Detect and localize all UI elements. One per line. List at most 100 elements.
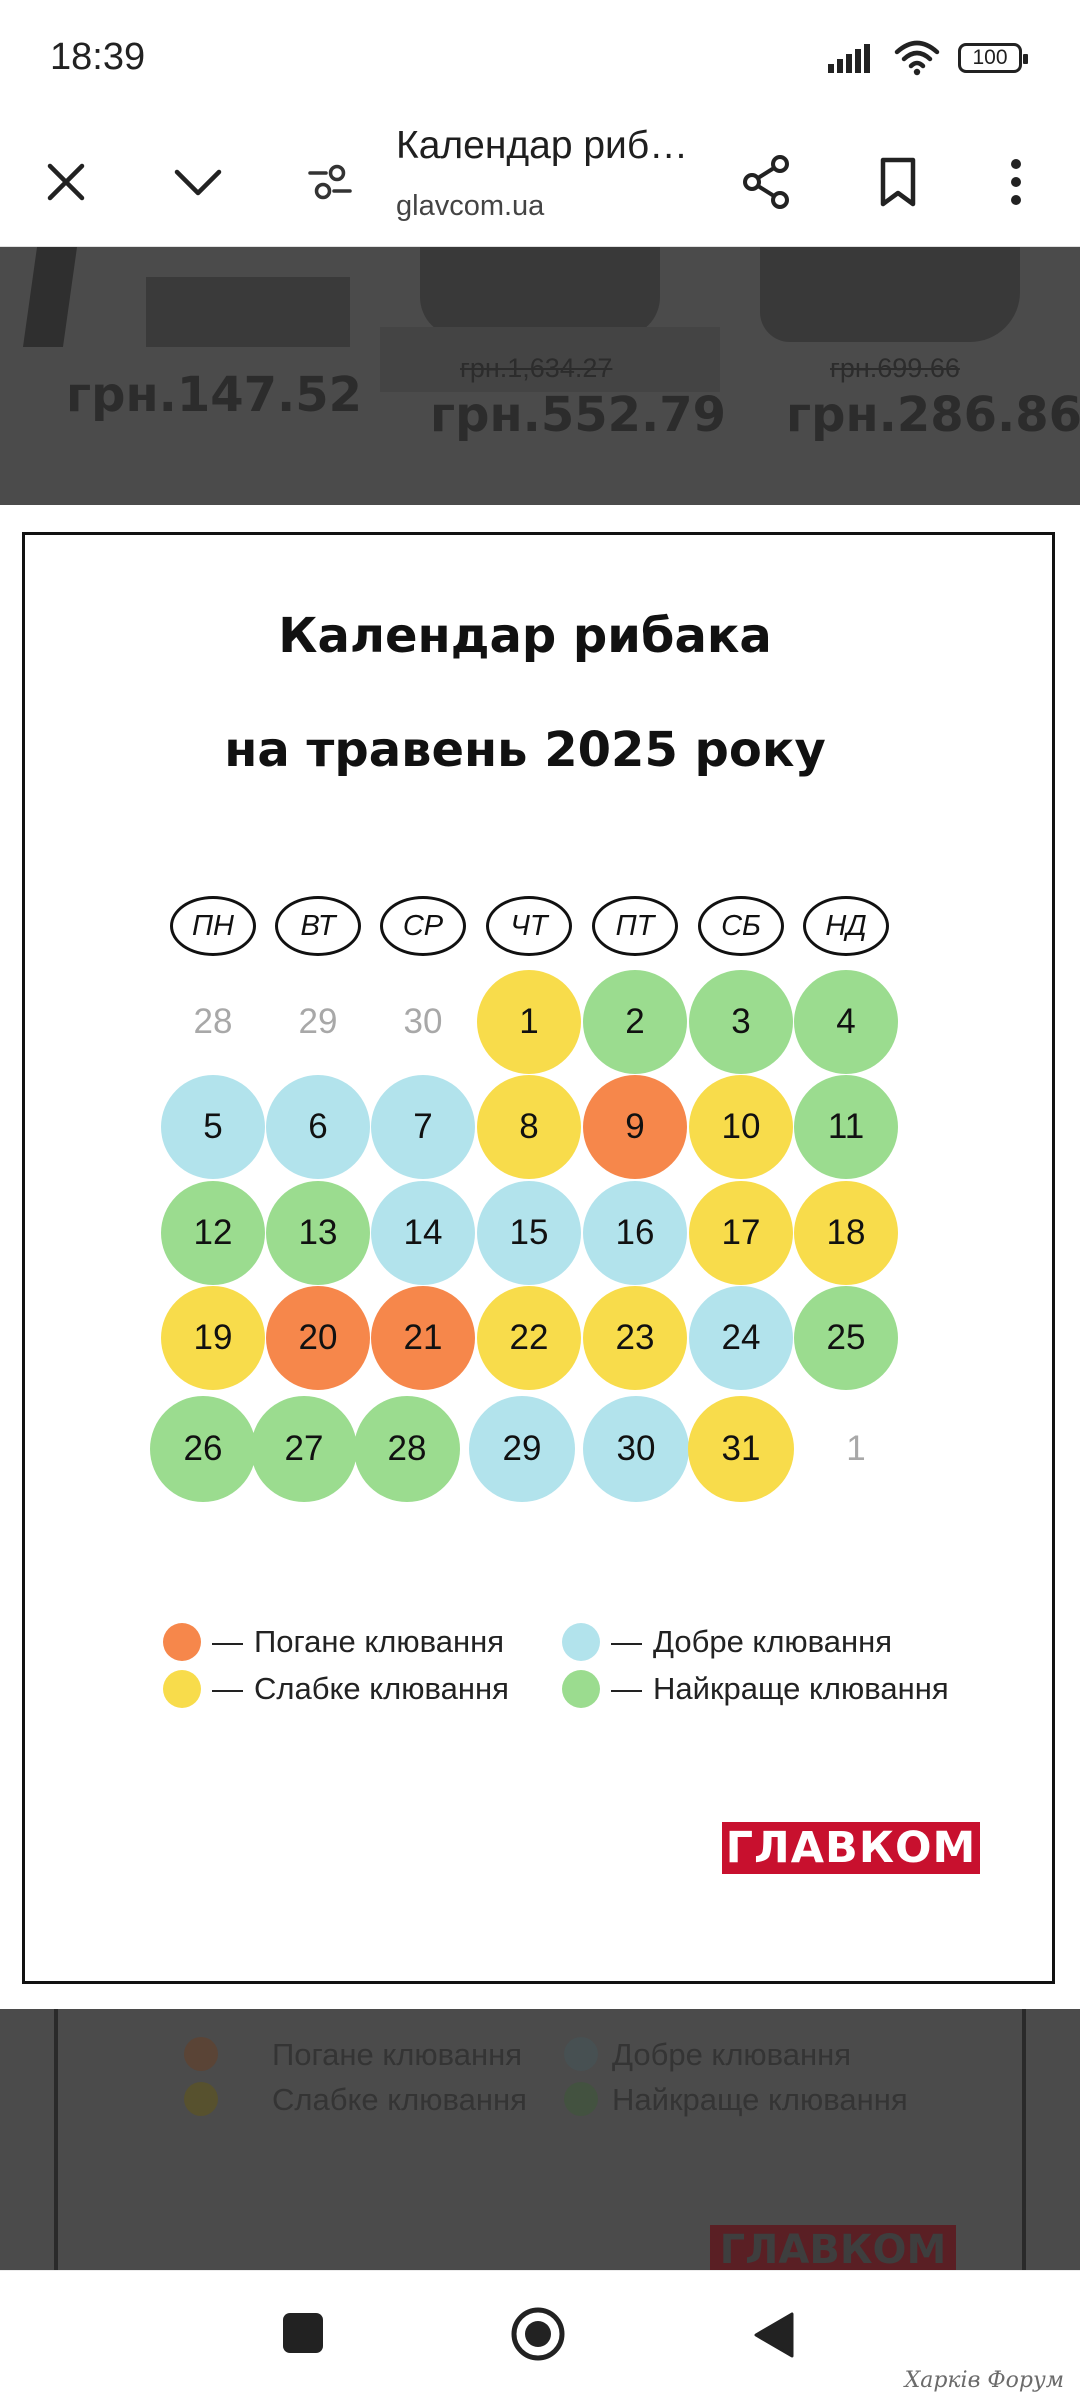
calendar-day: 23 bbox=[583, 1286, 687, 1390]
calendar-day: 6 bbox=[266, 1075, 370, 1179]
weekday-header: ЧТ bbox=[486, 896, 572, 956]
calendar-day: 4 bbox=[794, 970, 898, 1074]
calendar-day: 10 bbox=[689, 1075, 793, 1179]
calendar-day: 14 bbox=[371, 1181, 475, 1285]
weekday-header: СР bbox=[380, 896, 466, 956]
calendar-title: Календар рибака bbox=[278, 608, 772, 664]
calendar-day: 2 bbox=[583, 970, 687, 1074]
legend-dot bbox=[564, 2037, 598, 2071]
calendar-day: 26 bbox=[150, 1396, 256, 1502]
weekday-header: ПН bbox=[170, 896, 256, 956]
page-url: glavcom.ua bbox=[396, 190, 545, 222]
background-frame-edge bbox=[54, 2009, 58, 2270]
calendar-day: 1 bbox=[846, 1429, 866, 1468]
weekday-header: СБ bbox=[698, 896, 784, 956]
calendar-day: 18 bbox=[794, 1181, 898, 1285]
calendar-day: 30 bbox=[403, 1002, 443, 1041]
calendar-day: 21 bbox=[371, 1286, 475, 1390]
calendar-day: 28 bbox=[354, 1396, 460, 1502]
product-image bbox=[22, 247, 78, 347]
status-bar: 18:39 100 bbox=[0, 0, 1080, 120]
price-panel bbox=[380, 327, 720, 392]
close-icon[interactable] bbox=[24, 140, 108, 224]
product-price[interactable]: грн.286.86 bbox=[786, 387, 1080, 443]
watermark: Харків Форум bbox=[904, 2368, 1064, 2393]
product-image bbox=[760, 247, 1020, 342]
calendar-day: 5 bbox=[161, 1075, 265, 1179]
product-image bbox=[420, 247, 660, 337]
product-price[interactable]: грн.552.79 bbox=[430, 387, 727, 443]
browser-toolbar bbox=[0, 120, 1080, 247]
background-legend-text: Добре клювання bbox=[612, 2037, 852, 2072]
legend-dash: — bbox=[611, 1671, 642, 1706]
calendar-day: 8 bbox=[477, 1075, 581, 1179]
legend-dot bbox=[184, 2037, 218, 2071]
calendar-day: 29 bbox=[298, 1002, 338, 1041]
calendar-day: 1 bbox=[477, 970, 581, 1074]
system-nav-bar bbox=[0, 2270, 1080, 2401]
legend-dash: — bbox=[212, 1671, 243, 1706]
wifi-icon bbox=[894, 40, 940, 76]
share-icon[interactable] bbox=[724, 140, 808, 224]
glavcom-logo: ГЛАВКОМ bbox=[722, 1822, 980, 1874]
legend-dash: — bbox=[611, 1624, 642, 1659]
calendar-day: 27 bbox=[251, 1396, 357, 1502]
calendar-day: 9 bbox=[583, 1075, 687, 1179]
legend-dot bbox=[184, 2082, 218, 2116]
signal-icon bbox=[828, 44, 870, 73]
calendar-frame bbox=[22, 532, 1055, 1984]
weekday-header: ПТ bbox=[592, 896, 678, 956]
background-frame-edge bbox=[1022, 2009, 1026, 2270]
product-old-price: грн.1,634.27 bbox=[460, 353, 613, 383]
calendar-day: 3 bbox=[689, 970, 793, 1074]
back-nav-icon[interactable] bbox=[752, 2311, 796, 2359]
tune-icon[interactable] bbox=[288, 140, 372, 224]
calendar-day: 15 bbox=[477, 1181, 581, 1285]
weekday-header: НД bbox=[803, 896, 889, 956]
calendar-day: 29 bbox=[469, 1396, 575, 1502]
calendar-day: 22 bbox=[477, 1286, 581, 1390]
page-title: Календар риб… bbox=[396, 124, 689, 167]
calendar-subtitle: на травень 2025 року bbox=[224, 722, 826, 778]
calendar-image[interactable]: Календар рибака на травень 2025 року ПН В… bbox=[0, 505, 1080, 2009]
legend-dot-weak bbox=[163, 1670, 201, 1708]
calendar-day: 16 bbox=[583, 1181, 687, 1285]
home-nav-icon[interactable] bbox=[510, 2306, 566, 2362]
more-vert-icon[interactable] bbox=[974, 140, 1058, 224]
calendar-day: 30 bbox=[583, 1396, 689, 1502]
background-logo: ГЛАВКОМ bbox=[710, 2225, 956, 2270]
legend-label: Погане клювання bbox=[254, 1624, 504, 1659]
calendar-day: 7 bbox=[371, 1075, 475, 1179]
product-price[interactable]: грн.147.52 bbox=[66, 367, 363, 423]
legend-dot-best bbox=[562, 1670, 600, 1708]
background-legend-text: Слабке клювання bbox=[272, 2082, 527, 2117]
legend-dot-good bbox=[562, 1623, 600, 1661]
legend-dash: — bbox=[212, 1624, 243, 1659]
chevron-down-icon[interactable] bbox=[156, 140, 240, 224]
calendar-day: 31 bbox=[688, 1396, 794, 1502]
calendar-day: 24 bbox=[689, 1286, 793, 1390]
legend-dot-bad bbox=[163, 1623, 201, 1661]
weekday-header: ВТ bbox=[275, 896, 361, 956]
status-time: 18:39 bbox=[50, 36, 146, 78]
background-product-strip: грн.147.52 грн.1,634.27 грн.552.79 грн.6… bbox=[0, 247, 1080, 505]
bookmark-icon[interactable] bbox=[856, 140, 940, 224]
square-nav-icon[interactable] bbox=[283, 2313, 323, 2353]
calendar-day: 19 bbox=[161, 1286, 265, 1390]
status-icons: 100 bbox=[826, 40, 1028, 76]
legend-label: Найкраще клювання bbox=[653, 1671, 949, 1706]
legend-label: Слабке клювання bbox=[254, 1671, 509, 1706]
calendar-day: 13 bbox=[266, 1181, 370, 1285]
product-image bbox=[146, 277, 350, 347]
calendar-day: 20 bbox=[266, 1286, 370, 1390]
background-legend-text: Найкраще клювання bbox=[612, 2082, 908, 2117]
legend-dot bbox=[564, 2082, 598, 2116]
background-legend-text: Погане клювання bbox=[272, 2037, 522, 2072]
background-page-bottom: Погане клювання Добре клювання Слабке кл… bbox=[0, 2009, 1080, 2270]
legend-label: Добре клювання bbox=[653, 1624, 893, 1659]
calendar-day: 12 bbox=[161, 1181, 265, 1285]
calendar-day: 28 bbox=[193, 1002, 233, 1041]
calendar-day: 11 bbox=[794, 1075, 898, 1179]
product-old-price: грн.699.66 bbox=[830, 353, 960, 383]
calendar-day: 17 bbox=[689, 1181, 793, 1285]
